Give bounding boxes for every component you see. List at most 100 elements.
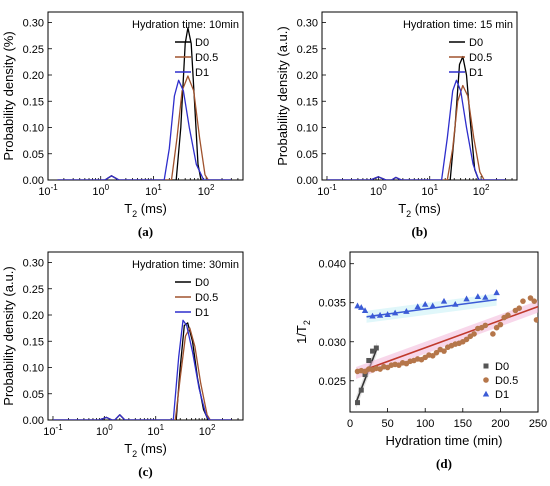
- x-tick-label: 102: [198, 183, 215, 198]
- x-tick-label-base: 10: [317, 186, 329, 198]
- legend-label: D1: [495, 389, 509, 401]
- x-tick-label-exp: 2: [210, 183, 215, 192]
- y-tick-label: 0.30: [23, 18, 44, 30]
- legend-label: D1: [469, 67, 483, 79]
- point-d1: [463, 295, 470, 302]
- x-tick-label-base: 10: [198, 186, 210, 198]
- point-d0_5: [505, 312, 511, 319]
- x-tick-label-exp: -1: [330, 183, 338, 192]
- legend-label: D1: [195, 67, 209, 79]
- legend-label: D0: [469, 37, 483, 49]
- hydration-annotation: Hydration time: 30min: [132, 259, 239, 271]
- y-tick-label: 0.05: [297, 149, 318, 161]
- point-d1: [361, 307, 369, 314]
- y-tick-label: 0.25: [297, 44, 318, 56]
- x-tick-label: 101: [145, 183, 162, 198]
- point-d0_5: [516, 305, 522, 311]
- x-axis-title: T2 (ms): [124, 201, 167, 219]
- x-tick-label: 0: [347, 418, 353, 430]
- point-d0_5: [493, 324, 500, 331]
- point-d0_5: [520, 298, 526, 304]
- point-d1: [414, 303, 421, 310]
- y-tick-label: 0.05: [23, 149, 44, 161]
- panel-label: (b): [412, 224, 428, 239]
- y-axis-title-sub: 2: [302, 320, 312, 325]
- x-axis-title-main: T: [398, 201, 406, 216]
- x-axis-title-main: T: [124, 201, 132, 216]
- point-d0: [355, 400, 361, 406]
- x-tick-label-exp: 1: [157, 183, 162, 192]
- series-line-d0_5: [327, 84, 506, 180]
- legend-marker: [483, 363, 489, 369]
- point-d1: [376, 311, 384, 318]
- point-d0_5: [533, 317, 538, 323]
- point-d0_5: [429, 353, 436, 359]
- point-d1: [482, 293, 489, 300]
- x-tick-label-base: 10: [147, 426, 159, 438]
- plot-frame: [321, 11, 518, 181]
- x-tick-label: 150: [454, 418, 472, 430]
- point-d0_5: [490, 331, 496, 337]
- legend-label: D0.5: [195, 292, 218, 304]
- point-d0_5: [527, 295, 534, 301]
- legend-marker: [482, 390, 490, 397]
- y-tick-label: 0.05: [23, 389, 44, 401]
- x-tick-label-base: 10: [38, 186, 50, 198]
- plot-frame: [47, 251, 244, 421]
- series-line-d1: [53, 319, 232, 420]
- series-line-d0_5: [57, 75, 232, 180]
- point-d1: [422, 300, 429, 307]
- x-tick-label: 100: [96, 423, 113, 438]
- y-axis-title: Probability density (%): [1, 31, 16, 160]
- x-axis-title-main: T: [124, 441, 132, 456]
- point-d1: [452, 300, 459, 307]
- x-axis-title-unit: (ms): [411, 201, 441, 216]
- y-tick-label: 0.10: [23, 363, 44, 375]
- series-line-d0: [57, 27, 232, 180]
- x-tick-label: 101: [421, 183, 438, 198]
- x-tick-label: 10-1: [317, 183, 337, 198]
- y-axis-title-main: Probability density (a.u.): [275, 26, 290, 165]
- x-tick-label-exp: 2: [485, 183, 490, 192]
- point-d0_5: [531, 298, 538, 304]
- point-d1: [429, 302, 436, 309]
- legend-label: D0.5: [495, 375, 518, 387]
- data-layer: [53, 319, 232, 420]
- x-tick-label-base: 10: [96, 426, 108, 438]
- x-axis-title-main: Hydration time (min): [385, 433, 502, 448]
- point-d0_5: [441, 348, 447, 354]
- legend-label: D1: [195, 307, 209, 319]
- x-tick-label: 10-1: [43, 423, 63, 438]
- x-tick-label: 102: [199, 423, 216, 438]
- data-layer: [354, 289, 538, 409]
- panel-label: (d): [436, 456, 452, 471]
- x-tick-label: 50: [381, 418, 393, 430]
- hydration-annotation: Hydration time: 15 min: [403, 19, 513, 31]
- x-tick-label: 250: [529, 418, 547, 430]
- point-d1: [354, 302, 361, 309]
- y-tick-label: 0.25: [23, 284, 44, 296]
- x-tick-label-exp: 0: [108, 423, 113, 432]
- y-tick-label: 0.035: [318, 298, 346, 310]
- panel-d: 0.025 0.030 0.035 0.040 0 50 100 150 200 250 Hydra…: [294, 251, 547, 471]
- point-d0: [366, 357, 372, 363]
- y-tick-label: 0.030: [318, 337, 346, 349]
- point-d1: [403, 308, 410, 314]
- x-tick-label-base: 10: [43, 426, 55, 438]
- x-tick-label-exp: 1: [434, 183, 439, 192]
- x-tick-label-base: 10: [473, 186, 485, 198]
- hydration-annotation: Hydration time: 10min: [132, 19, 239, 31]
- point-d1: [384, 311, 391, 317]
- point-d0: [370, 348, 376, 354]
- y-tick-label: 0.10: [297, 123, 318, 135]
- x-tick-label-exp: -1: [51, 183, 59, 192]
- y-tick-label: 0.15: [23, 96, 44, 108]
- y-tick-label: 0.10: [23, 123, 44, 135]
- data-layer: [57, 27, 232, 180]
- x-tick-label-base: 10: [145, 186, 157, 198]
- legend-label: D0: [195, 277, 209, 289]
- x-tick-label: 102: [473, 183, 490, 198]
